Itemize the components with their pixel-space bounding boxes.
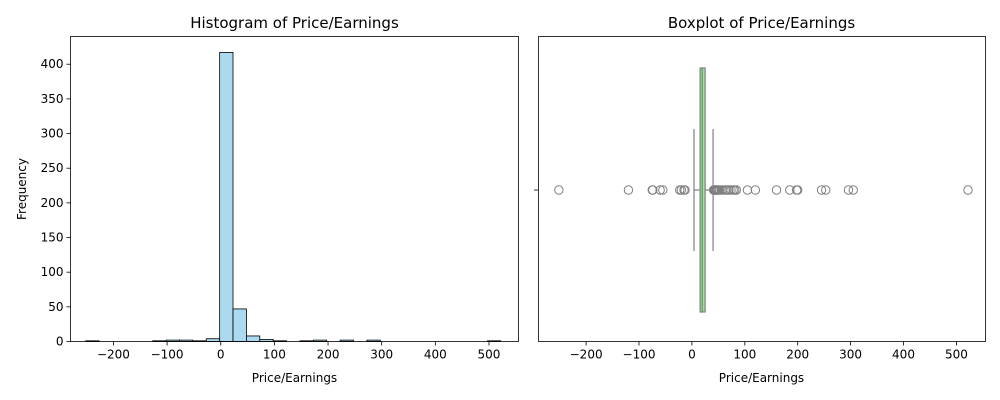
boxplot-outlier: [731, 185, 742, 195]
histogram-y-tick-label: 100: [41, 265, 64, 279]
boxplot-outlier: [554, 185, 564, 195]
histogram-axes-frame: [70, 36, 519, 342]
histogram-y-tick-label: 50: [48, 300, 63, 314]
boxplot-x-tick-label: 100: [733, 348, 756, 362]
boxplot-x-ticks: −200 −100 0 100 200 300 400 500: [570, 341, 968, 362]
histogram-y-tick-label: 250: [41, 161, 64, 175]
boxplot-axes-frame: [538, 36, 986, 342]
boxplot-outlier: [848, 185, 858, 195]
histogram-x-tick-label: −200: [97, 348, 130, 362]
histogram-y-tick-label: 200: [41, 196, 64, 210]
histogram-x-tick-label: 100: [263, 348, 286, 362]
boxplot-outlier: [676, 185, 687, 195]
histogram-x-ticks: −200 −100 0 100 200 300 400 500: [97, 341, 501, 362]
boxplot-outlier: [648, 185, 658, 195]
boxplot-x-tick-label: −100: [623, 348, 656, 362]
histogram-y-ticks: 0 50 100 150 200 250 300 350 400: [41, 57, 71, 349]
boxplot-x-tick-label: 400: [892, 348, 915, 362]
histogram-bar: [219, 52, 234, 342]
boxplot-x-tick-label: 200: [786, 348, 809, 362]
boxplot-title: Boxplot of Price/Earnings: [668, 14, 856, 32]
boxplot-x-tick-label: 0: [688, 348, 696, 362]
histogram-bar: [246, 335, 261, 342]
boxplot-x-tick-label: 300: [839, 348, 862, 362]
boxplot-outlier: [963, 185, 973, 195]
histogram-x-tick-label: 400: [424, 348, 447, 362]
boxplot-outlier: [655, 185, 665, 195]
histogram-x-tick-label: 0: [217, 348, 225, 362]
boxplot-outlier: [821, 185, 831, 195]
boxplot-outlier: [726, 185, 736, 195]
boxplot-outlier: [816, 185, 827, 195]
boxplot-outlier: [843, 185, 854, 195]
histogram-y-tick-label: 350: [41, 92, 64, 106]
boxplot-outliers: [554, 185, 973, 195]
histogram-y-tick-label: 0: [56, 335, 64, 349]
boxplot-x-tick-label: 500: [945, 348, 968, 362]
boxplot-outlier: [742, 185, 753, 195]
histogram-x-tick-label: 500: [478, 348, 501, 362]
histogram-bars: [85, 52, 502, 342]
histogram-x-tick-label: 300: [370, 348, 393, 362]
histogram-x-tick-label: 200: [317, 348, 340, 362]
histogram-y-tick-label: 150: [41, 231, 64, 245]
boxplot-x-tick-label: −200: [570, 348, 603, 362]
histogram-x-tick-label: −100: [151, 348, 184, 362]
histogram-title: Histogram of Price/Earnings: [190, 14, 399, 32]
histogram-bar: [232, 308, 247, 342]
histogram-y-tick-label: 400: [41, 57, 64, 71]
boxplot-outlier: [793, 185, 803, 195]
boxplot-outlier: [680, 185, 690, 195]
histogram-panel: Histogram of Price/Earnings −200 −100 0 100…: [15, 14, 519, 385]
histogram-bar: [205, 338, 221, 342]
histogram-x-axis-label: Price/Earnings: [252, 371, 337, 385]
boxplot-x-axis-label: Price/Earnings: [719, 371, 804, 385]
histogram-y-axis-label: Frequency: [15, 158, 29, 220]
boxplot-outlier: [771, 185, 782, 195]
histogram-y-tick-label: 300: [41, 127, 64, 141]
boxplot-outlier: [658, 185, 668, 195]
boxplot-outlier: [724, 185, 734, 195]
boxplot-outlier: [750, 185, 761, 195]
boxplot-outlier: [623, 185, 634, 195]
boxplot-panel: Boxplot of Price/Earnings −200 −100 0 100 20…: [534, 14, 986, 385]
